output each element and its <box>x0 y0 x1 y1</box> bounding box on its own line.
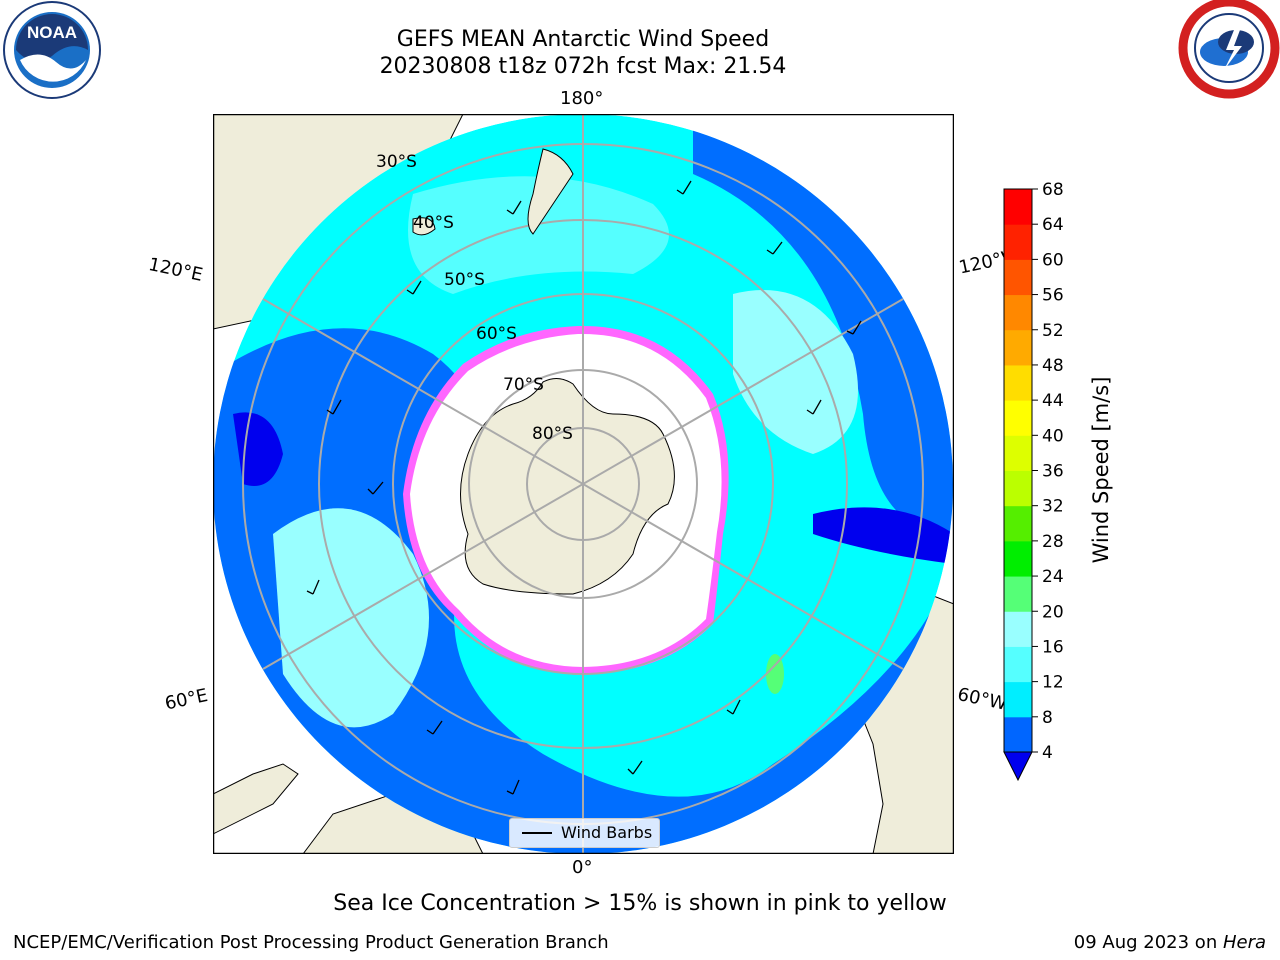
colorbar-label: Wind Speed [m/s] <box>1089 377 1113 564</box>
lon-label-120e: 120°E <box>146 254 205 286</box>
colorbar-band <box>1004 400 1032 436</box>
lat-label-70s: 70°S <box>503 375 544 395</box>
wind-barbs <box>306 180 862 795</box>
colorbar-band <box>1004 646 1032 683</box>
colorbar-extend-arrow <box>1003 751 1033 782</box>
lon-label-0: 0° <box>572 857 593 878</box>
colorbar-tick-label: 56 <box>1042 286 1064 306</box>
map-title: GEFS MEAN Antarctic Wind Speed <box>396 27 770 52</box>
new-zealand-land <box>527 148 574 235</box>
lat-label-40s: 40°S <box>413 213 454 233</box>
colorbar-band <box>1004 681 1032 718</box>
colorbar-tick-label: 8 <box>1042 708 1053 728</box>
colorbar-tick-label: 20 <box>1042 602 1064 622</box>
polar-wind-map <box>213 114 954 854</box>
colorbar-tick-label: 12 <box>1042 673 1064 693</box>
colorbar-band <box>1004 224 1032 260</box>
colorbar-tick-label: 16 <box>1042 637 1064 657</box>
map-subtitle: 20230808 t18z 072h fcst Max: 21.54 <box>379 54 787 79</box>
lon-label-180: 180° <box>560 88 604 109</box>
colorbar-tick-label: 32 <box>1042 497 1064 517</box>
madagascar-land <box>213 763 299 835</box>
footer-host: Hera <box>1222 932 1266 953</box>
colorbar-tick-label: 52 <box>1042 321 1064 341</box>
footer-date-text: 09 Aug 2023 on <box>1073 932 1223 953</box>
colorbar-band <box>1004 576 1032 612</box>
colorbar-band <box>1004 435 1032 471</box>
antarctica-land <box>460 378 675 595</box>
wind-band-light-2 <box>733 290 858 454</box>
colorbar-band <box>1004 259 1032 296</box>
wind-band-strong <box>213 328 953 854</box>
lat-label-60s: 60°S <box>476 324 517 344</box>
wind-core-max <box>233 412 283 486</box>
colorbar-tick-label: 44 <box>1042 391 1064 411</box>
colorbar-tick-label: 64 <box>1042 215 1064 235</box>
legend-line-icon <box>522 832 552 834</box>
colorbar-band <box>1004 189 1032 225</box>
colorbar-tick-label: 40 <box>1042 426 1064 446</box>
colorbar-band <box>1004 470 1032 507</box>
noaa-logo: NOAA <box>0 0 104 104</box>
footer-date: 09 Aug 2023 on Hera <box>1074 932 1266 953</box>
colorbar-tick-label: 24 <box>1042 567 1064 587</box>
colorbar-tick-label: 60 <box>1042 250 1064 270</box>
colorbar-band <box>1004 716 1032 753</box>
noaa-logo-text: NOAA <box>27 23 77 42</box>
legend-label: Wind Barbs <box>561 823 653 842</box>
national-weather-service-logo <box>1178 0 1280 104</box>
sea-ice-caption: Sea Ice Concentration > 15% is shown in … <box>333 891 947 916</box>
colorbar-band <box>1004 294 1032 331</box>
wind-band-mid <box>408 176 669 294</box>
colorbar-tick-label: 28 <box>1042 532 1064 552</box>
lat-label-30s: 30°S <box>376 152 417 172</box>
tasmania-land <box>412 217 436 236</box>
colorbar-tick-label: 68 <box>1042 180 1064 200</box>
lat-label-80s: 80°S <box>532 424 573 444</box>
wind-max-green <box>766 654 784 694</box>
colorbar-band <box>1004 505 1032 542</box>
map-legend: Wind Barbs <box>509 818 660 848</box>
colorbar-band <box>1004 329 1032 366</box>
wind-core-max-2 <box>813 507 953 564</box>
lon-label-60e: 60°E <box>163 685 210 715</box>
colorbar-band <box>1004 364 1032 401</box>
colorbar-band <box>1004 611 1032 647</box>
colorbar-tick-label: 48 <box>1042 356 1064 376</box>
colorbar-band <box>1004 540 1032 577</box>
lat-label-50s: 50°S <box>444 270 485 290</box>
colorbar-tick-label: 4 <box>1042 743 1053 763</box>
colorbar-tick-label: 36 <box>1042 462 1064 482</box>
footer-credit: NCEP/EMC/Verification Post Processing Pr… <box>13 932 609 953</box>
